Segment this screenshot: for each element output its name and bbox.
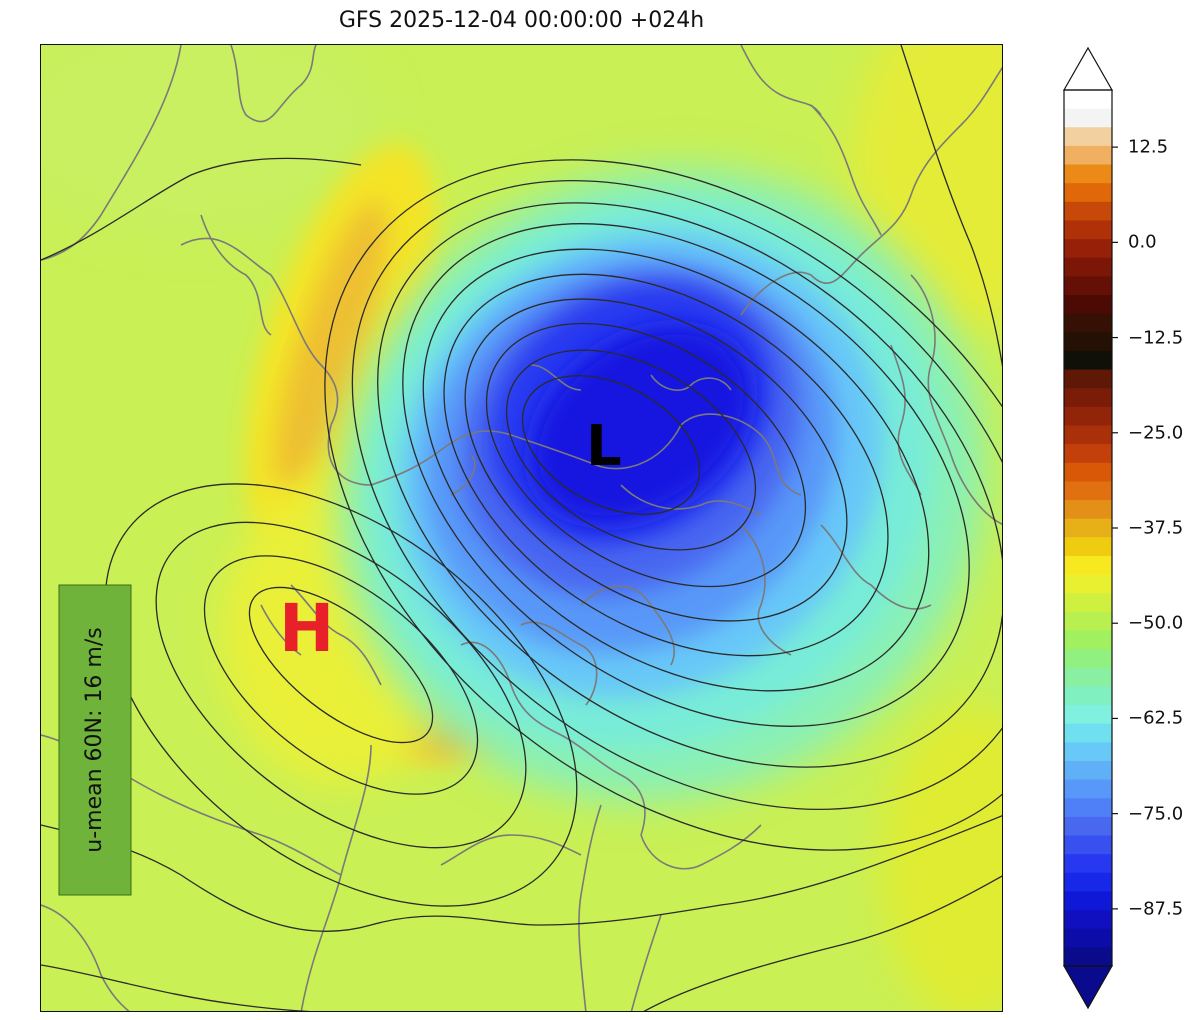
colorbar-tick-label: −25.0 [1128, 422, 1184, 444]
colorbar-segment [1064, 723, 1112, 743]
colorbar-tick-label: −87.5 [1128, 898, 1184, 920]
colorbar-segment [1064, 686, 1112, 706]
wind-field [41, 45, 1002, 1011]
colorbar-segment [1064, 854, 1112, 874]
colorbar-segment [1064, 239, 1112, 259]
colorbar-segment [1064, 742, 1112, 762]
colorbar-segment [1064, 928, 1112, 948]
colorbar-segment [1064, 910, 1112, 930]
colorbar-segment [1064, 145, 1112, 166]
colorbar-segment [1064, 779, 1112, 799]
coastlines [41, 45, 1002, 1011]
colorbar-segment [1064, 90, 1112, 110]
colorbar-tick-label: −75.0 [1128, 803, 1184, 825]
colorbar-tick-label: −12.5 [1128, 327, 1184, 349]
chart-title: GFS 2025-12-04 00:00:00 +024h [338, 8, 705, 33]
info-box-text: u-mean 60N: 16 m/s [82, 627, 107, 852]
colorbar-segment [1064, 555, 1112, 576]
colorbar-segment [1064, 798, 1112, 818]
colorbar-segment [1064, 518, 1112, 538]
colorbar-segment [1064, 891, 1112, 911]
colorbar-tick-label: 12.5 [1128, 136, 1169, 158]
colorbar-segment [1064, 481, 1112, 501]
low-pressure-marker: L [586, 414, 622, 479]
colorbar-segment [1064, 220, 1112, 240]
colorbar-segment [1064, 332, 1112, 352]
colorbar-segment [1064, 425, 1112, 445]
colorbar-segment [1064, 444, 1112, 464]
colorbar-segment [1064, 593, 1112, 613]
colorbar-segment [1064, 313, 1112, 333]
colorbar-segment [1064, 872, 1112, 893]
colorbar-segment [1064, 611, 1112, 632]
colorbar-tick-label: −50.0 [1128, 612, 1184, 634]
colorbar-segment [1064, 816, 1112, 837]
colorbar-segment [1064, 947, 1112, 967]
colorbar-segment [1064, 276, 1112, 296]
colorbar-segment [1064, 760, 1112, 781]
colorbar-segment [1064, 108, 1112, 128]
colorbar-segment [1064, 127, 1112, 147]
colorbar-tick-label: 0.0 [1128, 231, 1157, 253]
colorbar-segments [1064, 90, 1112, 967]
colorbar-tick-label: −62.5 [1128, 707, 1184, 729]
colorbar-extend-bottom [1062, 965, 1114, 1010]
colorbar-segment [1064, 630, 1112, 650]
colorbar-segment [1064, 667, 1112, 688]
colorbar-segment [1064, 369, 1112, 389]
colorbar-segment [1064, 462, 1112, 483]
colorbar-segment [1064, 537, 1112, 557]
colorbar [1062, 46, 1118, 1010]
high-pressure-marker: H [279, 590, 334, 667]
colorbar-segment [1064, 649, 1112, 669]
colorbar-segment [1064, 705, 1112, 725]
colorbar-segment [1064, 201, 1112, 222]
colorbar-segment [1064, 500, 1112, 520]
colorbar-segment [1064, 164, 1112, 184]
colorbar-segment [1064, 835, 1112, 855]
colorbar-segment [1064, 406, 1112, 427]
colorbar-segment [1064, 183, 1112, 203]
colorbar-segment [1064, 388, 1112, 408]
colorbar-segment [1064, 257, 1112, 277]
colorbar-tick-label: −37.5 [1128, 517, 1184, 539]
info-box: u-mean 60N: 16 m/s [58, 584, 132, 896]
geopotential-contours [41, 45, 1002, 1011]
colorbar-segment [1064, 295, 1112, 315]
colorbar-extend-top [1062, 46, 1114, 91]
colorbar-segment [1064, 350, 1112, 371]
colorbar-segment [1064, 574, 1112, 594]
map-canvas: L H u-mean 60N: 16 m/s [41, 45, 1002, 1011]
map-panel[interactable]: L H u-mean 60N: 16 m/s [40, 44, 1003, 1012]
